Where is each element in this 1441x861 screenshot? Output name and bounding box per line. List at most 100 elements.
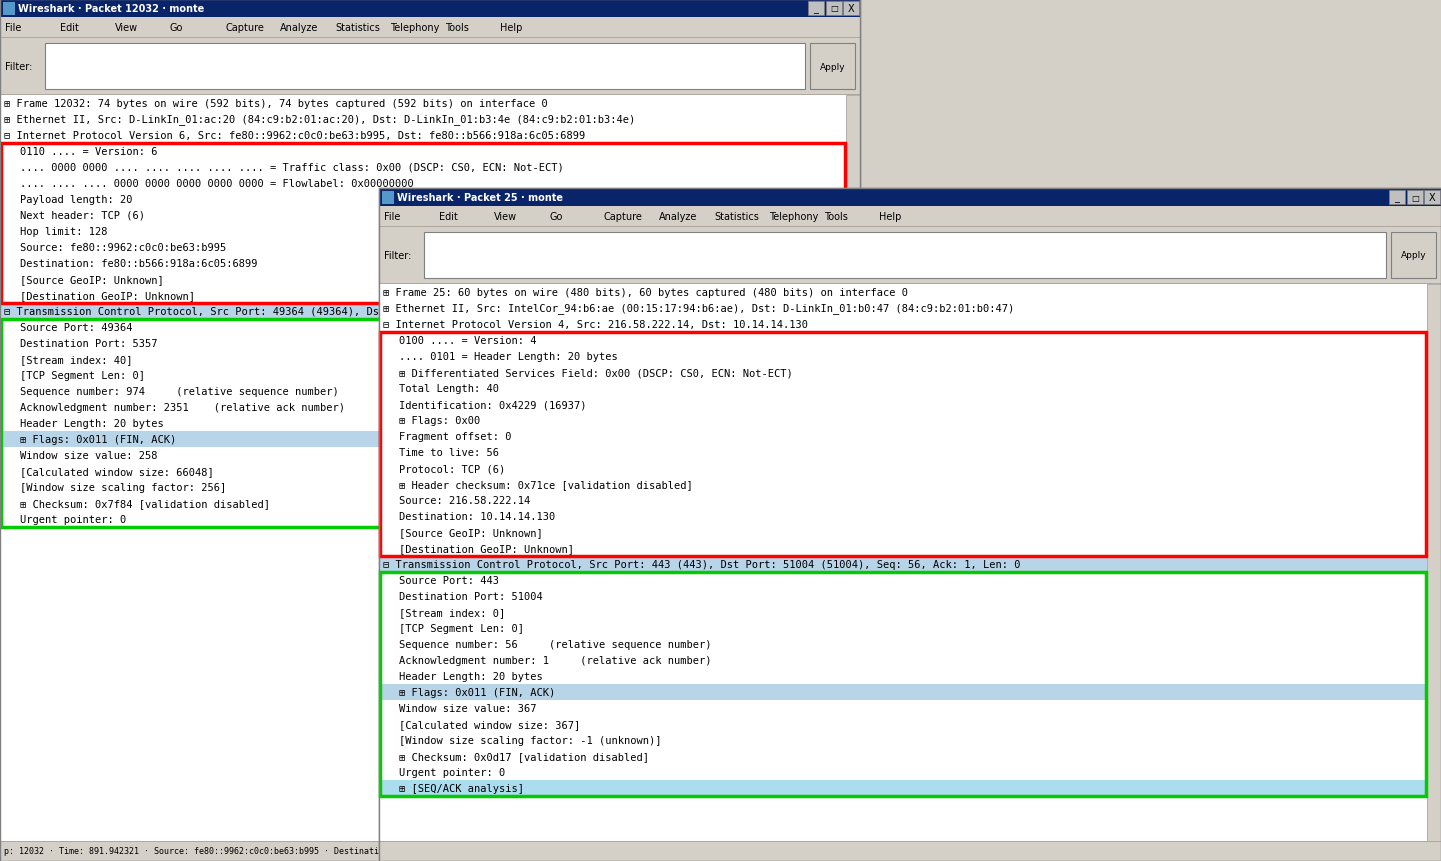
Bar	[843, 2, 859, 16]
Bar	[0, 480, 846, 495]
Text: Destination: 10.14.14.130: Destination: 10.14.14.130	[399, 511, 555, 522]
Bar	[1427, 285, 1441, 841]
Text: ⊟ Transmission Control Protocol, Src Port: 49364 (49364), Dst Port: 5357 (5357),: ⊟ Transmission Control Protocol, Src Por…	[4, 307, 679, 317]
Text: Source: fe80::9962:c0c0:be63:b995: Source: fe80::9962:c0c0:be63:b995	[20, 243, 226, 253]
Text: File: File	[383, 212, 401, 222]
Text: Fragment offset: 0: Fragment offset: 0	[399, 431, 512, 442]
Text: Edit: Edit	[440, 212, 458, 222]
Bar	[0, 0, 860, 861]
Text: Filter:: Filter:	[383, 251, 411, 261]
Text: Statistics: Statistics	[713, 212, 759, 222]
Text: Tools: Tools	[445, 23, 468, 33]
Bar	[379, 381, 1427, 397]
Bar	[379, 189, 1441, 207]
Text: ⊞ Frame 12032: 74 bytes on wire (592 bits), 74 bytes captured (592 bits) on inte: ⊞ Frame 12032: 74 bytes on wire (592 bit…	[4, 99, 548, 108]
Bar	[0, 272, 846, 288]
Bar	[379, 364, 1427, 381]
Text: Capture: Capture	[604, 212, 643, 222]
Text: Edit: Edit	[61, 23, 79, 33]
Bar	[379, 764, 1427, 780]
Bar	[379, 653, 1427, 668]
Bar	[379, 636, 1427, 653]
Bar	[379, 556, 1427, 573]
Text: _: _	[1395, 193, 1399, 202]
Text: Telephony: Telephony	[391, 23, 440, 33]
Text: [Source GeoIP: Unknown]: [Source GeoIP: Unknown]	[399, 528, 543, 537]
Bar	[0, 511, 846, 528]
Bar	[0, 176, 846, 192]
Text: Urgent pointer: 0: Urgent pointer: 0	[399, 767, 506, 777]
Text: Sequence number: 974     (relative sequence number): Sequence number: 974 (relative sequence …	[20, 387, 339, 397]
Bar	[0, 463, 846, 480]
Bar	[0, 416, 846, 431]
Text: [Destination GeoIP: Unknown]: [Destination GeoIP: Unknown]	[20, 291, 195, 300]
Bar	[1424, 191, 1440, 205]
Bar	[0, 192, 846, 208]
Text: X: X	[847, 4, 855, 14]
Bar	[0, 239, 846, 256]
Text: .... 0000 0000 .... .... .... .... .... = Traffic class: 0x00 (DSCP: CS0, ECN: N: .... 0000 0000 .... .... .... .... .... …	[20, 163, 563, 173]
Text: □: □	[830, 4, 837, 14]
Text: ⊞ Header checksum: 0x71ce [validation disabled]: ⊞ Header checksum: 0x71ce [validation di…	[399, 480, 693, 489]
Text: Apply: Apply	[820, 63, 846, 71]
Text: Destination Port: 5357: Destination Port: 5357	[20, 338, 157, 349]
Bar	[1389, 191, 1405, 205]
Bar	[0, 144, 846, 160]
Bar	[379, 508, 1427, 524]
Bar	[0, 224, 846, 239]
Text: Statistics: Statistics	[334, 23, 380, 33]
Bar	[0, 336, 846, 351]
Bar	[379, 300, 1427, 317]
Bar	[424, 232, 1386, 279]
Bar	[0, 319, 846, 336]
Text: [Stream index: 40]: [Stream index: 40]	[20, 355, 133, 364]
Text: X: X	[1428, 193, 1435, 202]
Bar	[379, 189, 1441, 861]
Bar	[0, 18, 860, 38]
Bar	[0, 841, 860, 842]
Text: [Destination GeoIP: Unknown]: [Destination GeoIP: Unknown]	[399, 543, 574, 554]
Bar	[3, 3, 14, 16]
Text: ⊞ Frame 25: 60 bytes on wire (480 bits), 60 bytes captured (480 bits) on interfa: ⊞ Frame 25: 60 bytes on wire (480 bits),…	[383, 288, 908, 298]
Bar	[0, 288, 846, 304]
Text: ⊞ Flags: 0x011 (FIN, ACK): ⊞ Flags: 0x011 (FIN, ACK)	[399, 687, 555, 697]
Text: Destination Port: 51004: Destination Port: 51004	[399, 592, 543, 601]
Text: ⊟ Internet Protocol Version 4, Src: 216.58.222.14, Dst: 10.14.14.130: ⊟ Internet Protocol Version 4, Src: 216.…	[383, 319, 808, 330]
Bar	[826, 2, 842, 16]
Text: [Source GeoIP: Unknown]: [Source GeoIP: Unknown]	[20, 275, 164, 285]
Text: Identification: 0x4229 (16937): Identification: 0x4229 (16937)	[399, 400, 586, 410]
Text: ⊟ Transmission Control Protocol, Src Port: 443 (443), Dst Port: 51004 (51004), S: ⊟ Transmission Control Protocol, Src Por…	[383, 560, 1020, 569]
Text: Capture: Capture	[225, 23, 264, 33]
Text: Source Port: 443: Source Port: 443	[399, 575, 499, 585]
Bar	[0, 96, 846, 112]
Text: Sequence number: 56     (relative sequence number): Sequence number: 56 (relative sequence n…	[399, 639, 712, 649]
Bar	[0, 256, 846, 272]
Bar	[0, 368, 846, 383]
Bar	[382, 192, 393, 205]
Text: Tools: Tools	[824, 212, 847, 222]
Bar	[1, 319, 844, 528]
Bar	[379, 684, 1427, 700]
Text: File: File	[4, 23, 22, 33]
Text: Wireshark · Packet 12032 · monte: Wireshark · Packet 12032 · monte	[17, 4, 205, 14]
Bar	[379, 732, 1427, 748]
Bar	[1391, 232, 1437, 279]
Bar	[1406, 191, 1424, 205]
Bar	[0, 95, 860, 96]
Bar	[379, 317, 1427, 332]
Text: Total Length: 40: Total Length: 40	[399, 383, 499, 393]
Bar	[380, 332, 1427, 556]
Bar	[379, 226, 1441, 228]
Text: Time to live: 56: Time to live: 56	[399, 448, 499, 457]
Text: Apply: Apply	[1401, 251, 1427, 260]
Bar	[379, 780, 1427, 796]
Bar	[379, 332, 1427, 349]
Bar	[1, 144, 844, 304]
Text: Urgent pointer: 0: Urgent pointer: 0	[20, 514, 127, 524]
Text: ⊞ Ethernet II, Src: IntelCor_94:b6:ae (00:15:17:94:b6:ae), Dst: D-LinkIn_01:b0:4: ⊞ Ethernet II, Src: IntelCor_94:b6:ae (0…	[383, 303, 1014, 314]
Bar	[380, 573, 1427, 796]
Text: ⊞ Flags: 0x011 (FIN, ACK): ⊞ Flags: 0x011 (FIN, ACK)	[20, 435, 176, 444]
Bar	[379, 189, 1441, 861]
Bar	[0, 127, 846, 144]
Text: [TCP Segment Len: 0]: [TCP Segment Len: 0]	[399, 623, 525, 633]
